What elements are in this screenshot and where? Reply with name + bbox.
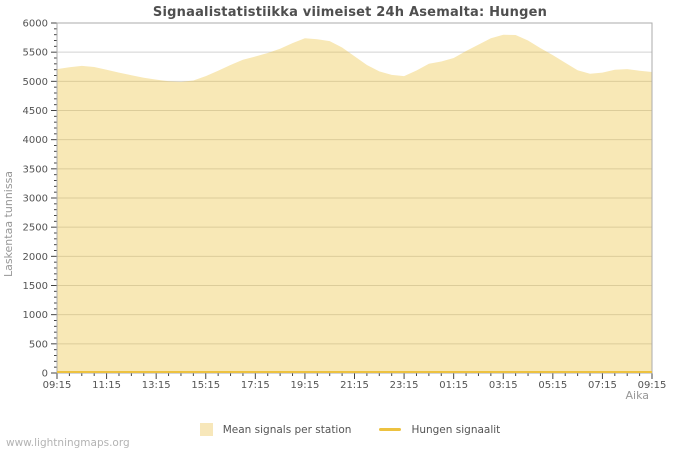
svg-text:1500: 1500 xyxy=(23,281,48,292)
chart-title: Signaalistatistiikka viimeiset 24h Asema… xyxy=(152,5,548,20)
line-swatch-icon xyxy=(379,428,402,431)
chart-legend: Mean signals per station Hungen signaali… xyxy=(0,423,700,436)
svg-text:01:15: 01:15 xyxy=(439,380,468,391)
svg-text:09:15: 09:15 xyxy=(43,380,72,391)
y-axis-title: Laskentaa tunnissa xyxy=(2,171,15,277)
svg-text:5500: 5500 xyxy=(23,48,48,59)
svg-text:05:15: 05:15 xyxy=(538,380,567,391)
svg-text:4500: 4500 xyxy=(23,106,48,117)
legend-label-mean-signals: Mean signals per station xyxy=(222,423,352,436)
area-swatch-icon xyxy=(199,423,213,436)
svg-text:500: 500 xyxy=(29,339,48,350)
svg-text:3000: 3000 xyxy=(23,194,48,205)
svg-text:2500: 2500 xyxy=(23,223,48,234)
svg-text:5000: 5000 xyxy=(23,77,48,88)
svg-text:09:15: 09:15 xyxy=(638,380,667,391)
svg-text:2000: 2000 xyxy=(23,252,48,263)
svg-text:23:15: 23:15 xyxy=(390,380,419,391)
tick-labels: 0 500 1000 1500 2000 2500 3000 3500 4000 4500 5000… xyxy=(23,19,667,392)
svg-text:1000: 1000 xyxy=(23,310,48,321)
x-axis-title: Aika xyxy=(626,389,650,402)
svg-text:4000: 4000 xyxy=(23,135,48,146)
svg-text:17:15: 17:15 xyxy=(241,380,270,391)
svg-text:0: 0 xyxy=(42,369,48,380)
svg-text:3500: 3500 xyxy=(23,164,48,175)
series-area-fill xyxy=(57,34,652,373)
gridlines xyxy=(57,51,652,345)
watermark-url: www.lightningmaps.org xyxy=(6,437,130,449)
svg-text:6000: 6000 xyxy=(23,19,48,30)
axis-ticks xyxy=(51,22,653,379)
svg-text:15:15: 15:15 xyxy=(191,380,220,391)
legend-label-hungen-signals: Hungen signaalit xyxy=(411,423,501,436)
svg-text:21:15: 21:15 xyxy=(340,380,369,391)
legend-item-mean-signals: Mean signals per station xyxy=(199,423,352,436)
svg-text:19:15: 19:15 xyxy=(291,380,320,391)
svg-text:07:15: 07:15 xyxy=(588,380,617,391)
svg-text:13:15: 13:15 xyxy=(142,380,171,391)
legend-item-hungen-signals: Hungen signaalit xyxy=(379,424,500,436)
svg-text:03:15: 03:15 xyxy=(489,380,518,391)
svg-text:11:15: 11:15 xyxy=(92,380,121,391)
